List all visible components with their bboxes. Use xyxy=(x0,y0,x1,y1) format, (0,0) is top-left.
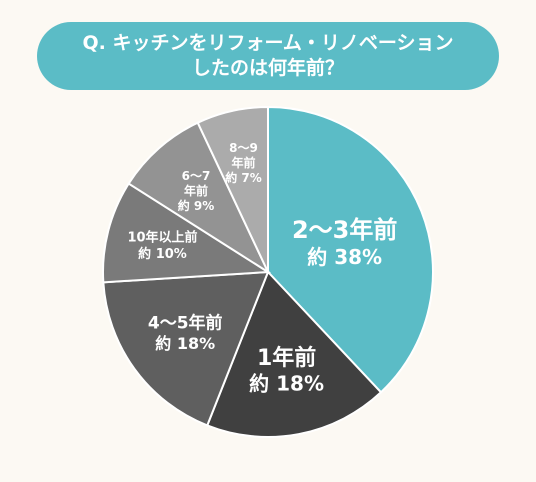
slice-category-label: 年前 xyxy=(184,183,208,198)
slice-category-label: 2～3年前 xyxy=(292,216,397,244)
chart-title-line-1: Q. キッチンをリフォーム・リノベーション xyxy=(82,32,454,54)
chart-title-line-2: したのは何年前？ xyxy=(191,57,344,79)
slice-category-label: 6～7 xyxy=(182,169,211,183)
slice-category-label: 1年前 xyxy=(257,345,316,371)
slice-value-label: 約 18% xyxy=(249,372,324,396)
slice-value-label: 約 7% xyxy=(225,170,262,185)
pie-slice xyxy=(102,270,270,427)
slice-value-label: 約 9% xyxy=(178,198,215,213)
slice-category-label: 4～5年前 xyxy=(148,313,223,334)
pie-slice xyxy=(205,270,383,438)
pie-slice xyxy=(102,182,272,284)
slice-category-label: 8～9 xyxy=(229,141,258,155)
slice-category-label: 10年以上前 xyxy=(127,230,197,246)
slice-value-label: 約 38% xyxy=(307,245,382,269)
pie-slice xyxy=(196,105,269,273)
slice-category-label: 年前 xyxy=(231,155,255,170)
chart-title: Q. キッチンをリフォーム・リノベーション したのは何年前？ xyxy=(37,22,499,90)
pie-slice xyxy=(127,121,271,275)
slice-value-label: 約 10% xyxy=(138,246,187,262)
slice-value-label: 約 18% xyxy=(155,334,215,353)
pie-slice xyxy=(267,105,434,394)
